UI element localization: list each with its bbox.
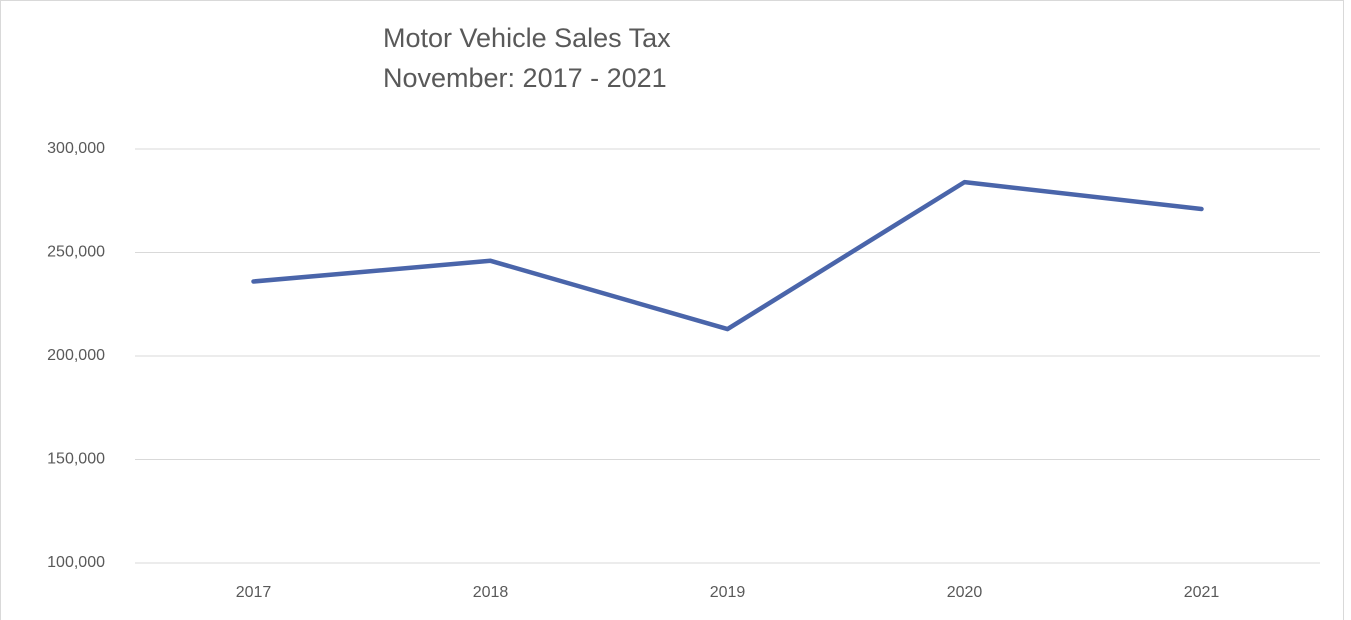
chart-subtitle: November: 2017 - 2021 (383, 63, 667, 93)
x-tick-label: 2017 (236, 584, 272, 601)
x-tick-label: 2020 (947, 584, 983, 601)
chart-title: Motor Vehicle Sales Tax (383, 23, 671, 53)
series-line (251, 179, 1204, 332)
x-tick-label: 2018 (473, 584, 509, 601)
y-tick-label: 100,000 (47, 554, 105, 571)
y-tick-label: 200,000 (47, 347, 105, 364)
y-tick-label: 150,000 (47, 451, 105, 468)
x-tick-label: 2021 (1184, 584, 1220, 601)
y-tick-label: 250,000 (47, 244, 105, 261)
y-tick-label: 300,000 (47, 140, 105, 157)
x-tick-label: 2019 (710, 584, 746, 601)
